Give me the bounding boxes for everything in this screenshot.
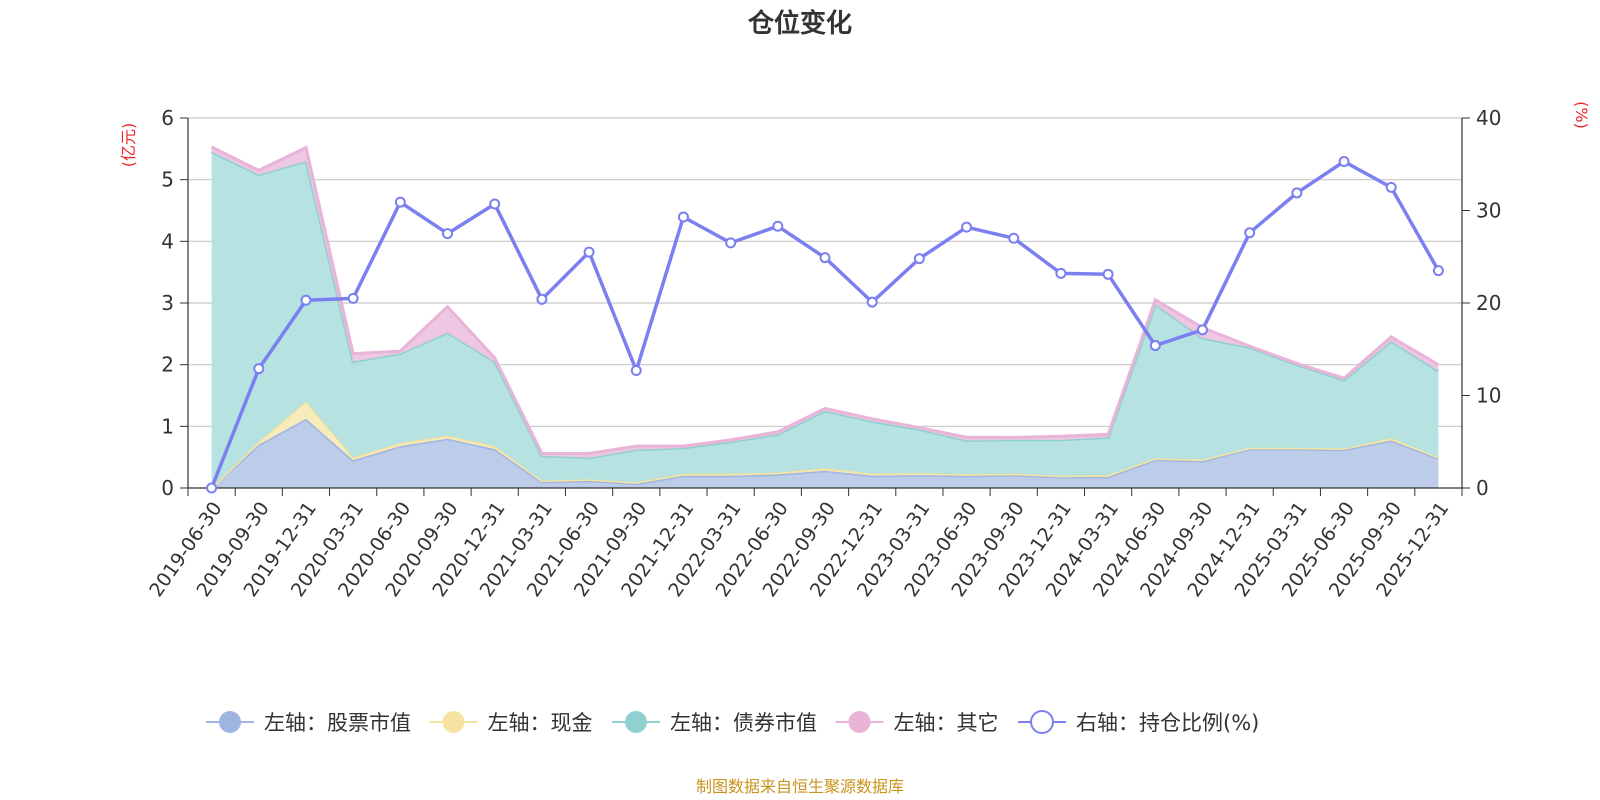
right-tick-label: 40: [1476, 106, 1501, 130]
area-edge-4: [210, 145, 1440, 455]
area-3: [211, 151, 1439, 488]
right-tick-label: 0: [1476, 476, 1489, 500]
legend[interactable]: 左轴：股票市值 左轴：现金 左轴：债券市值 左轴：其它 右轴：持仓比例(%): [206, 710, 1259, 735]
legend-item[interactable]: 左轴：其它: [835, 711, 999, 735]
legend-item[interactable]: 左轴：股票市值: [206, 711, 411, 735]
legend-circle-icon: [848, 711, 871, 733]
right-tick-label: 30: [1476, 199, 1501, 223]
legend-circle-icon: [625, 711, 647, 733]
legend-item[interactable]: 左轴：债券市值: [612, 711, 817, 735]
ratio-point: [819, 252, 831, 264]
ratio-point: [206, 482, 218, 494]
ratio-line: [206, 155, 1444, 494]
stacked-areas: [210, 145, 1440, 490]
left-tick-label: 0: [161, 476, 174, 500]
left-tick-label: 3: [161, 291, 174, 315]
ratio-point: [772, 220, 784, 232]
ratio-point: [253, 363, 265, 375]
left-tick-label: 2: [161, 353, 174, 377]
ratio-point: [1149, 340, 1161, 352]
legend-label: 右轴：持仓比例(%): [1076, 711, 1259, 735]
ratio-point: [961, 221, 973, 233]
legend-circle-icon: [442, 711, 465, 733]
ratio-point: [536, 293, 548, 305]
legend-label: 左轴：股票市值: [264, 711, 411, 735]
ratio-point: [866, 296, 878, 308]
ratio-point: [1102, 268, 1114, 280]
legend-circle-icon: [1030, 710, 1054, 734]
ratio-point: [300, 294, 312, 306]
ratio-point: [347, 292, 359, 304]
legend-circle-icon: [219, 711, 241, 733]
left-axis-unit: (亿元): [119, 123, 138, 168]
ratio-point: [583, 246, 595, 258]
ratio-point: [1291, 187, 1303, 199]
right-tick-label: 10: [1476, 384, 1501, 408]
legend-item[interactable]: 右轴：持仓比例(%): [1018, 710, 1259, 735]
ratio-point: [1055, 267, 1067, 279]
left-tick-label: 1: [161, 414, 174, 438]
left-tick-label: 6: [161, 106, 174, 130]
legend-label: 左轴：债券市值: [670, 711, 817, 735]
ratio-point: [677, 211, 689, 223]
left-tick-label: 4: [161, 229, 174, 253]
ratio-point: [1338, 155, 1350, 167]
ratio-point: [1432, 265, 1444, 277]
ratio-point: [394, 196, 406, 208]
ratio-point: [1244, 227, 1256, 239]
area-1: [211, 418, 1439, 488]
chart-title: 仓位变化: [747, 8, 852, 39]
left-tick-label: 5: [161, 168, 174, 192]
source-note: 制图数据来自恒生聚源数据库: [696, 777, 904, 796]
legend-label: 左轴：现金: [488, 711, 593, 735]
legend-item[interactable]: 左轴：现金: [429, 711, 593, 735]
right-axis-unit: (%): [1572, 101, 1591, 129]
ratio-point: [489, 198, 501, 210]
ratio-point: [1008, 232, 1020, 244]
ratio-point: [630, 365, 642, 377]
ratio-point: [1196, 324, 1208, 336]
ratio-point: [1385, 181, 1397, 193]
ratio-point: [442, 228, 454, 240]
ratio-point: [913, 253, 925, 265]
ratio-point: [725, 237, 737, 249]
legend-label: 左轴：其它: [894, 711, 999, 735]
right-tick-label: 20: [1476, 291, 1501, 315]
